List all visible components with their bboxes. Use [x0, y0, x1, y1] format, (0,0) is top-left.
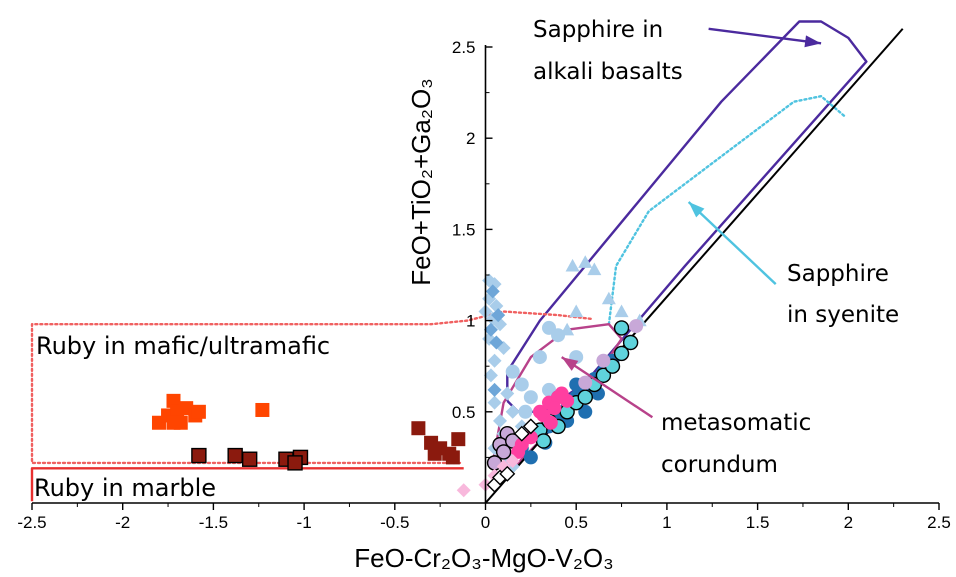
data-point [554, 386, 569, 401]
y-tick-label: 0.5 [452, 403, 476, 422]
y-tick-label: 2 [466, 129, 475, 148]
data-point [227, 447, 243, 464]
label-metasomatic-corundum: metasomatic corundum [661, 410, 819, 478]
data-point [505, 364, 520, 379]
data-point [487, 395, 502, 410]
data-point [483, 322, 498, 337]
label-sapphire-alkali-basalts: Sapphire in alkali basalts [533, 17, 683, 85]
annotation-arrow-line [687, 201, 777, 285]
data-point [622, 334, 639, 351]
x-tick-label: -2 [115, 513, 130, 532]
data-point [191, 404, 206, 419]
data-point [487, 353, 502, 368]
x-axis-title: FeO-Cr₂O₃-MgO-V₂O₃ [354, 543, 613, 573]
data-point [489, 335, 504, 350]
y-tick-label: 1 [466, 312, 475, 331]
data-point [578, 404, 593, 419]
field-boundary [30, 467, 464, 502]
data-point [191, 447, 207, 464]
data-point [456, 483, 471, 498]
data-point [577, 389, 593, 405]
x-tick-label: -1.5 [199, 513, 228, 532]
x-tick-label: -0.5 [380, 513, 409, 532]
data-point [487, 382, 502, 397]
data-point [241, 451, 258, 467]
x-tick-label: 0 [481, 513, 490, 532]
annotation-arrow-line [708, 27, 822, 45]
data-point [551, 328, 566, 343]
data-point [522, 418, 539, 435]
data-point [523, 450, 538, 465]
data-point [489, 299, 504, 314]
data-point [255, 402, 270, 417]
data-point [523, 390, 538, 405]
annotation-arrow-line [561, 356, 654, 419]
data-point [596, 353, 611, 368]
y-tick-label: 2.5 [452, 38, 476, 57]
data-point [613, 345, 630, 362]
data-point [493, 413, 508, 428]
field-boundary [607, 95, 846, 326]
data-point [614, 304, 629, 318]
data-point [518, 404, 533, 419]
data-point [411, 421, 426, 436]
data-point [485, 284, 500, 299]
data-point [514, 377, 529, 392]
data-point [601, 291, 616, 305]
data-point [535, 433, 552, 449]
data-point [578, 255, 593, 268]
data-point [513, 425, 530, 442]
x-tick-label: -2.5 [17, 513, 46, 532]
data-point [532, 350, 547, 365]
data-point [587, 262, 602, 276]
y-tick-label: 1.5 [452, 220, 476, 239]
data-point [445, 450, 460, 465]
annotation-arrows [561, 27, 822, 419]
data-point [495, 444, 512, 460]
data-point [511, 444, 526, 459]
annotation-arrow-head [688, 202, 705, 218]
data-point [505, 404, 520, 419]
data-point [166, 415, 181, 430]
x-tick-label: 1 [662, 513, 671, 532]
x-tick-label: -1 [297, 513, 312, 532]
data-point [491, 308, 506, 323]
data-point [505, 454, 520, 469]
x-tick-label: 2.5 [927, 513, 951, 532]
data-point [613, 320, 630, 336]
x-tick-label: 1.5 [746, 513, 770, 532]
data-points [151, 255, 647, 498]
data-point [543, 415, 558, 430]
label-ruby-mafic-ultramafic: Ruby in mafic/ultramafic [36, 332, 330, 360]
data-point [595, 367, 612, 384]
x-tick-label: 2 [844, 513, 853, 532]
data-point [629, 319, 644, 334]
label-sapphire-syenite: Sapphire in syenite [787, 261, 899, 328]
y-axis-title: FeO+TiO₂+Ga₂O₃ [406, 78, 436, 286]
data-point [493, 317, 508, 332]
data-point [287, 455, 303, 471]
data-point [547, 401, 562, 416]
field-boundary [30, 310, 592, 465]
annotation-arrow-head [561, 357, 579, 371]
data-point [578, 375, 593, 390]
data-point [451, 432, 466, 447]
data-point [483, 368, 498, 383]
x-tick-label: 0.5 [564, 513, 588, 532]
data-point [565, 258, 580, 272]
data-point [500, 386, 515, 401]
data-point [166, 393, 181, 408]
data-point [499, 465, 516, 482]
label-ruby-marble: Ruby in marble [34, 474, 216, 502]
data-point [569, 304, 584, 318]
annotation-arrow-head [804, 35, 822, 48]
data-point [427, 446, 442, 461]
axes: -2.5 -2 -1.5 -1 -0.5 0 0.5 1 1.5 2 2.5 0.5 1 1.5 2 2.5 [17, 38, 950, 532]
